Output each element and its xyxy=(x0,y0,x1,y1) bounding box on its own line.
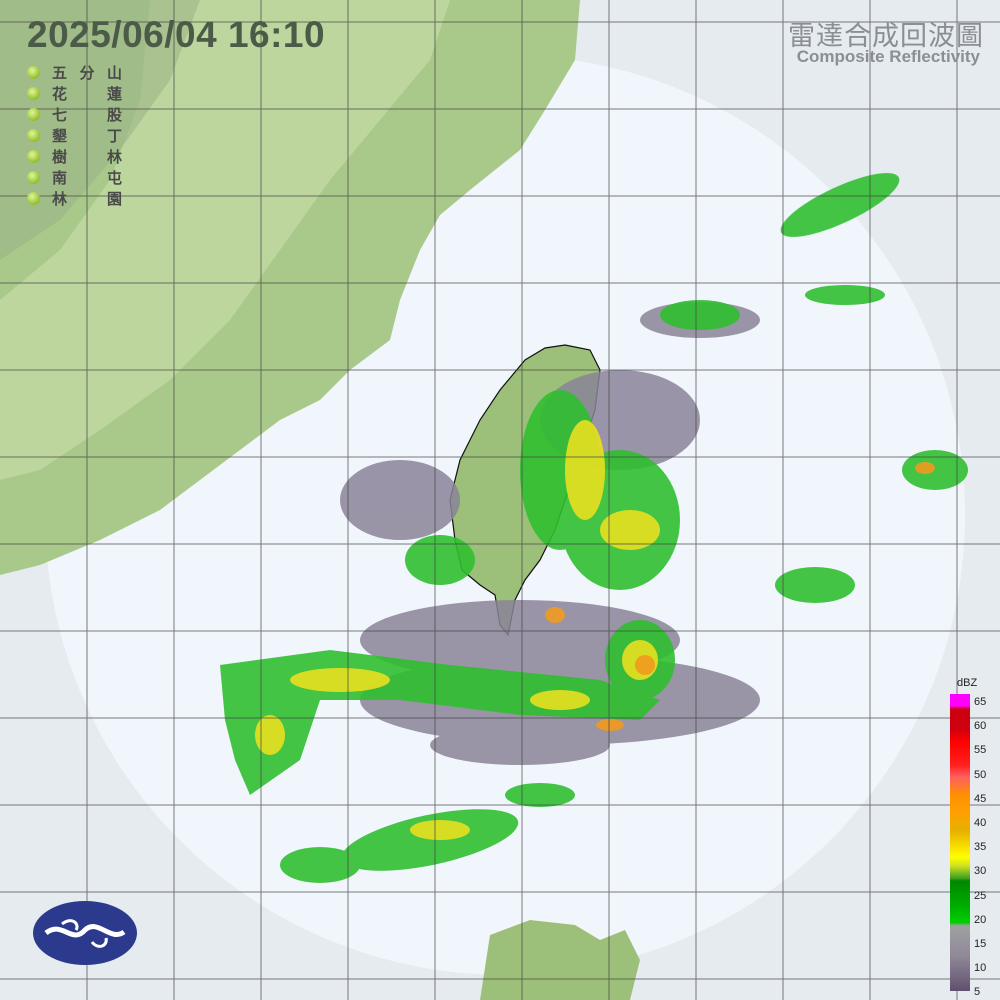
station-dot-icon xyxy=(27,66,40,79)
colorbar-tick: 50 xyxy=(974,768,987,781)
colorbar-tick: 10 xyxy=(974,962,987,975)
station-char: 山 xyxy=(106,64,122,82)
colorbar-tick: 60 xyxy=(974,720,987,733)
station-char: 林 xyxy=(52,190,68,208)
station-char: 園 xyxy=(106,190,122,208)
colorbar-unit: dBZ xyxy=(957,677,978,689)
mainland-far-shade xyxy=(0,0,200,260)
station-char: 五 xyxy=(52,64,68,82)
station-name: 林園 xyxy=(52,188,122,209)
colorbar-tick: 30 xyxy=(974,865,987,878)
station-item: 花蓮 xyxy=(27,83,122,104)
station-item: 五分山 xyxy=(27,62,122,83)
colorbar-tick: 35 xyxy=(974,841,987,854)
station-char: 丁 xyxy=(106,127,122,145)
echo-yellow-layer xyxy=(255,420,660,840)
station-dot-icon xyxy=(27,150,40,163)
station-char: 股 xyxy=(106,106,122,124)
colorbar-tick: 55 xyxy=(974,744,987,757)
colorbar-tick: 45 xyxy=(974,792,987,805)
station-name: 花蓮 xyxy=(52,83,122,104)
colorbar-tick: 5 xyxy=(974,986,981,999)
station-char: 屯 xyxy=(106,169,122,187)
station-char: 墾 xyxy=(52,127,68,145)
cwa-logo xyxy=(33,901,137,965)
station-item: 林園 xyxy=(27,188,122,209)
colorbar-tick: 40 xyxy=(974,817,987,829)
station-char: 南 xyxy=(52,169,68,187)
station-item: 樹林 xyxy=(27,146,122,167)
colorbar-tick: 20 xyxy=(974,913,987,926)
luzon-land xyxy=(480,920,640,1000)
station-name: 樹林 xyxy=(52,146,122,167)
station-dot-icon xyxy=(27,129,40,142)
station-item: 墾丁 xyxy=(27,125,122,146)
datetime-label: 2025/06/04 16:10 xyxy=(27,14,326,55)
station-char: 林 xyxy=(106,148,122,166)
title-zh: 雷達合成回波圖 xyxy=(788,21,984,52)
station-name: 七股 xyxy=(52,104,122,125)
station-char: 七 xyxy=(52,106,68,124)
echo-orange-layer xyxy=(545,462,935,731)
radar-station-list: 五分山花蓮七股墾丁樹林南屯林園 xyxy=(27,62,122,209)
station-char: 花 xyxy=(52,85,68,103)
mainland-highlands xyxy=(0,0,450,480)
station-name: 墾丁 xyxy=(52,125,122,146)
station-name: 南屯 xyxy=(52,167,122,188)
station-dot-icon xyxy=(27,108,40,121)
station-name: 五分山 xyxy=(52,62,122,83)
title-en: Composite Reflectivity xyxy=(796,47,980,66)
station-char: 樹 xyxy=(52,148,68,166)
colorbar xyxy=(950,694,970,991)
colorbar-tick: 15 xyxy=(974,938,987,950)
station-item: 七股 xyxy=(27,104,122,125)
station-char: 分 xyxy=(79,64,95,82)
colorbar-tick: 25 xyxy=(974,889,987,902)
station-dot-icon xyxy=(27,87,40,100)
station-item: 南屯 xyxy=(27,167,122,188)
station-dot-icon xyxy=(27,171,40,184)
station-char: 蓮 xyxy=(106,85,122,103)
station-dot-icon xyxy=(27,192,40,205)
colorbar-tick: 65 xyxy=(974,696,987,708)
